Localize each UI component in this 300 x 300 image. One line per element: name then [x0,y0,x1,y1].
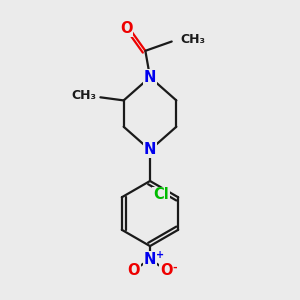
Text: N: N [144,70,156,85]
Text: O: O [120,21,132,36]
Text: Cl: Cl [153,187,169,202]
Text: N: N [144,252,156,267]
Text: CH₃: CH₃ [72,89,97,102]
Text: O: O [128,263,140,278]
Text: +: + [156,250,164,260]
Text: CH₃: CH₃ [180,34,206,46]
Text: -: - [172,263,177,273]
Text: O: O [160,263,172,278]
Text: N: N [144,142,156,158]
